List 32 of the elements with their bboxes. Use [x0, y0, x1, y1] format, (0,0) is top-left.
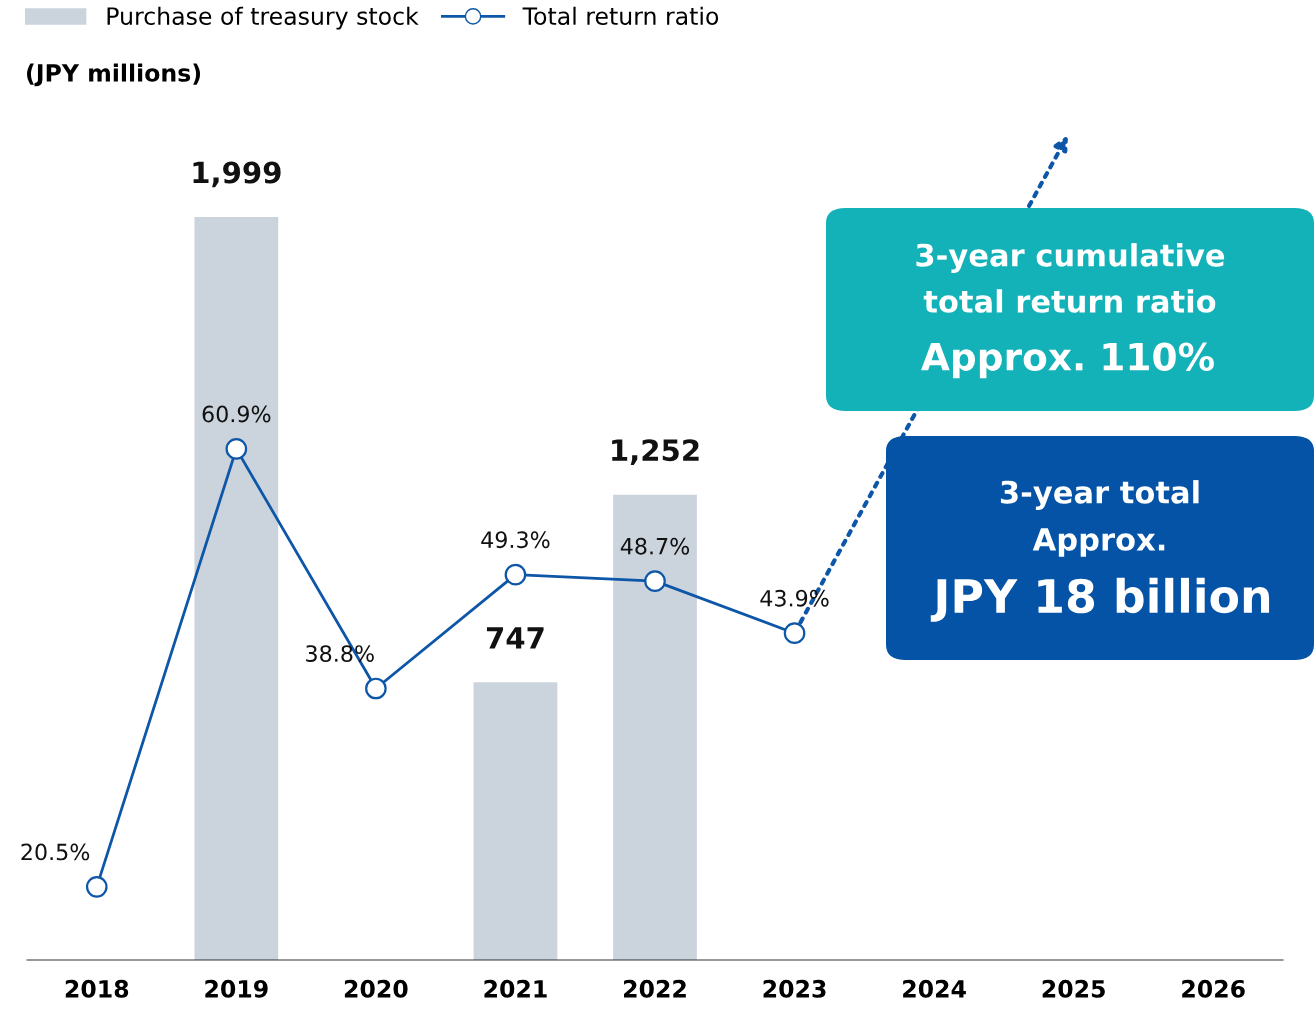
annotation: total return ratio	[923, 289, 1216, 313]
x-tick-label: 2025	[1042, 979, 1105, 998]
data-label: 1,999	[193, 161, 281, 188]
point	[644, 570, 666, 592]
x-tick-label: 2026	[1182, 979, 1245, 998]
annotation: 3-year cumulative	[916, 243, 1225, 273]
annotation: Approx.	[1032, 528, 1165, 557]
point	[225, 438, 248, 460]
point	[783, 622, 806, 645]
data-label: 49.3%	[481, 531, 550, 549]
annotation: JPY 18 billion	[930, 577, 1270, 622]
point	[504, 563, 527, 586]
x-tick-label: 2022	[624, 979, 686, 998]
legend-label: Total return ratio	[522, 6, 719, 26]
annotation: 3-year total	[1000, 480, 1199, 510]
x-tick-label: 2018	[65, 979, 129, 998]
data-label: 1,252	[612, 439, 699, 465]
legend-label: Purchase of treasury stock	[107, 6, 419, 30]
data-label: 60.9%	[202, 405, 271, 423]
x-tick-label: 2021	[484, 979, 547, 998]
data-label: 48.7%	[620, 537, 690, 555]
x-tick-label: 2019	[205, 979, 268, 998]
point	[365, 677, 387, 700]
data-label: 43.9%	[760, 589, 829, 607]
data-label: 747	[486, 627, 544, 649]
point	[85, 876, 108, 898]
x-tick-label: 2023	[763, 979, 826, 998]
x-tick-label: 2024	[903, 979, 966, 998]
x-tick-label: 2020	[344, 979, 408, 998]
data-label: 20.5%	[21, 843, 90, 861]
text: (JPY millions)	[27, 63, 201, 87]
annotation: Approx. 110%	[921, 342, 1214, 379]
